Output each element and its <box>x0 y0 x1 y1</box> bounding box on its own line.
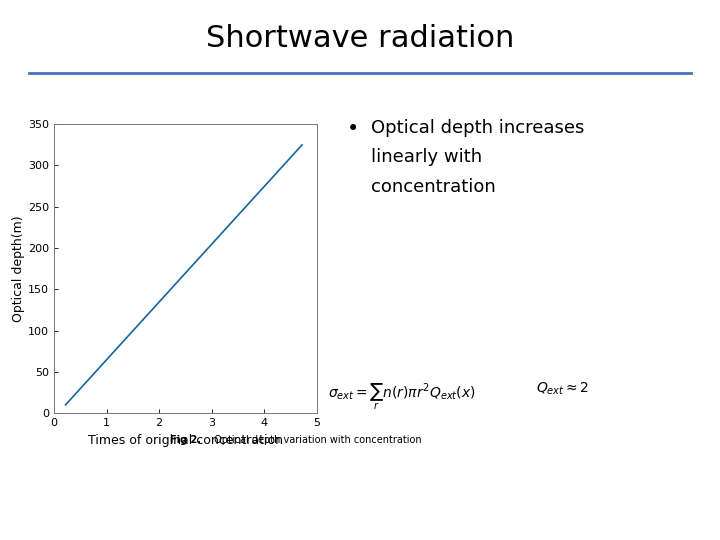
Text: Fig 2.: Fig 2. <box>170 435 202 445</box>
Text: linearly with: linearly with <box>371 148 482 166</box>
Y-axis label: Optical depth(m): Optical depth(m) <box>12 215 25 322</box>
Text: Optical depth increases: Optical depth increases <box>371 119 584 137</box>
X-axis label: Times of original concentration: Times of original concentration <box>88 434 283 447</box>
Text: $Q_{ext} \approx 2$: $Q_{ext} \approx 2$ <box>536 381 590 397</box>
Text: Optical depth variation with concentration: Optical depth variation with concentrati… <box>211 435 422 445</box>
Text: concentration: concentration <box>371 178 495 196</box>
Text: $\sigma_{ext} = \sum_r n(r)\pi r^2 Q_{ext}(x)$: $\sigma_{ext} = \sum_r n(r)\pi r^2 Q_{ex… <box>328 381 475 411</box>
Text: Shortwave radiation: Shortwave radiation <box>206 24 514 53</box>
Text: •: • <box>346 119 359 139</box>
